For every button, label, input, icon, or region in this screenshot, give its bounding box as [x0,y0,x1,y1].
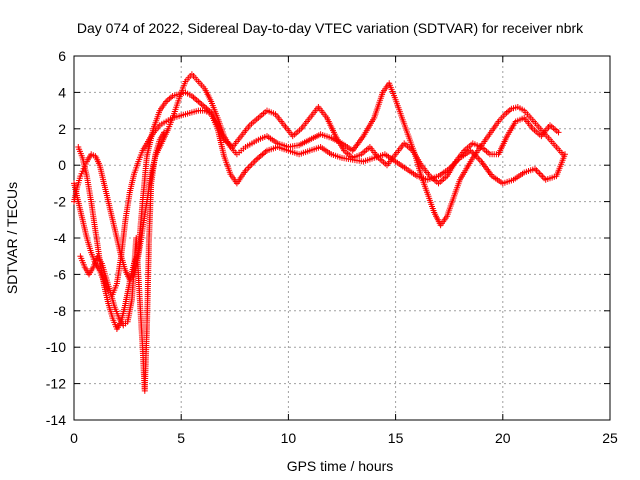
y-tick-label: -2 [54,194,67,210]
x-tick-label: 5 [177,430,185,446]
x-axis-label: GPS time / hours [287,458,394,474]
data-point [562,151,568,158]
data-point [555,129,562,136]
data-point-interp [539,173,546,180]
x-tick-label: 20 [495,430,511,446]
x-tick-label: 15 [388,430,404,446]
series-trace-d [77,129,167,394]
y-axis-label: SDTVAR / TECUs [4,182,20,294]
y-tick-label: 6 [58,48,66,64]
axis-ticks: -14 -12 -10 -8 -6 -4 -2 0 2 4 6 0 5 10 15 20 25 [46,48,618,446]
y-tick-label: -10 [46,339,66,355]
chart-title: Day 074 of 2022, Sidereal Day-to-day VTE… [77,20,584,36]
data-points [71,71,568,394]
y-tick-label: -6 [54,266,67,282]
grid-lines [74,56,610,420]
y-tick-label: -12 [46,376,66,392]
data-point [161,129,167,136]
y-tick-label: -4 [54,230,67,246]
y-tick-label: 0 [58,157,66,173]
y-tick-label: 4 [58,84,66,100]
x-tick-label: 25 [602,430,618,446]
x-tick-label: 10 [281,430,297,446]
y-tick-label: -14 [46,412,66,428]
series-trace-c [75,89,562,332]
y-tick-label: 2 [58,121,66,137]
x-tick-label: 0 [70,430,78,446]
y-tick-label: -8 [54,303,67,319]
